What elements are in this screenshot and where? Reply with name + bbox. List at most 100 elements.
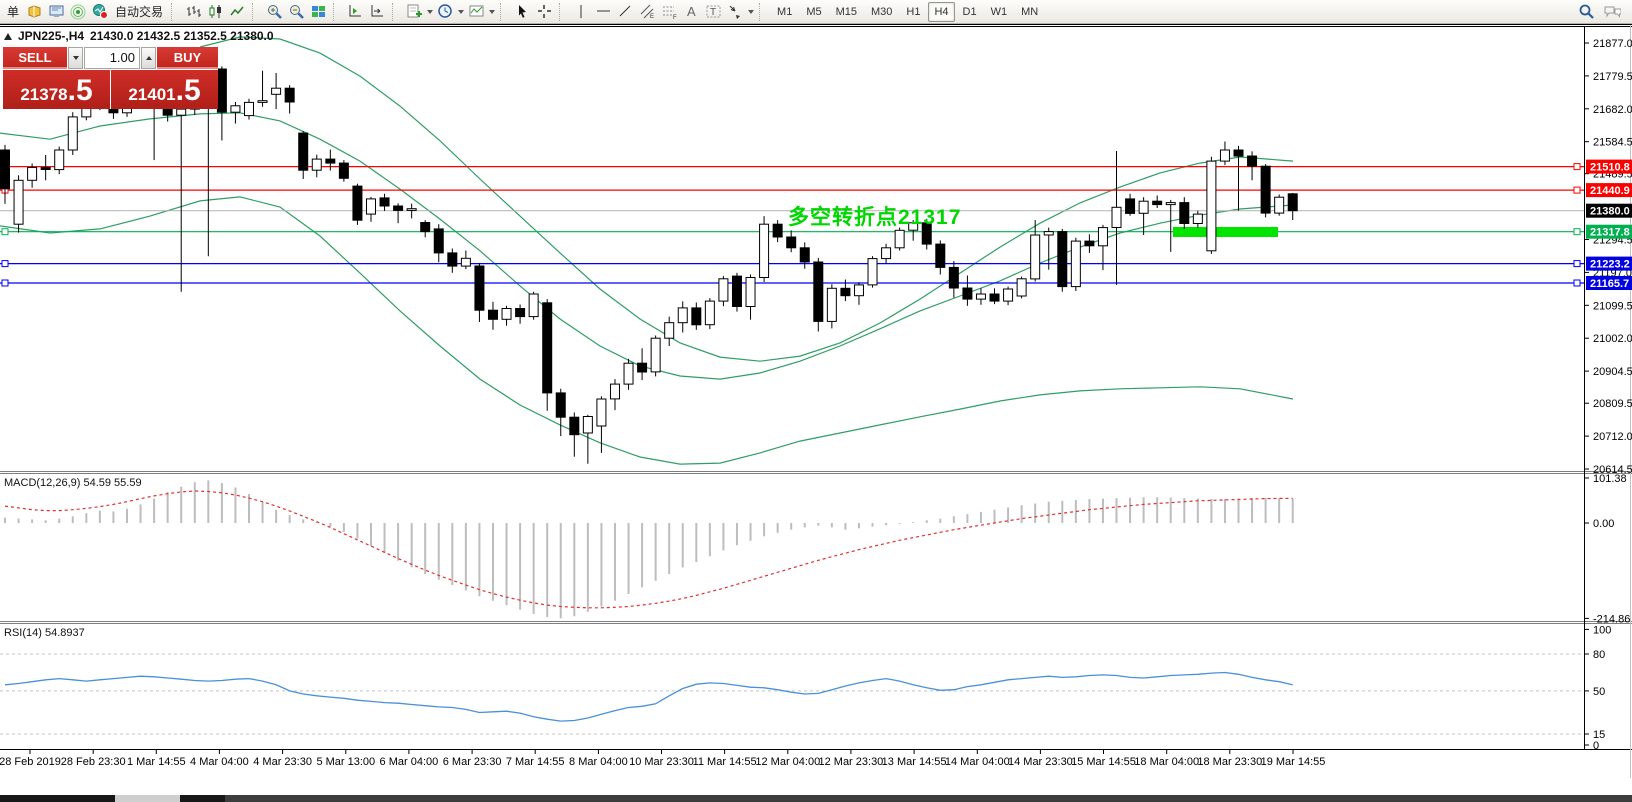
svg-text:28 Feb 23:30: 28 Feb 23:30 [61, 756, 126, 768]
toolbar-separator [171, 2, 178, 21]
tab-timeframe-m30[interactable]: M30 [871, 5, 893, 18]
chart-canvas[interactable]: 21877.021779.521682.021584.521489.521294… [0, 25, 1632, 778]
sell-button[interactable]: SELL [3, 47, 67, 69]
svg-text:21380.0: 21380.0 [1590, 206, 1630, 218]
new-chart-icon[interactable] [404, 2, 424, 22]
candlestick-chart-icon[interactable] [205, 2, 225, 22]
svg-text:15: 15 [1593, 729, 1605, 741]
line-chart-icon[interactable] [227, 2, 247, 22]
templates-dropdown-icon[interactable] [489, 9, 496, 14]
tab-timeframe-h4[interactable]: H4 [928, 1, 955, 22]
chart-symbol-period: JPN225-,H4 [18, 29, 85, 43]
new-chart-dropdown-icon[interactable] [427, 9, 434, 14]
svg-text:7 Mar 14:55: 7 Mar 14:55 [506, 756, 565, 768]
svg-text:50: 50 [1593, 686, 1605, 698]
svg-text:28 Feb 2019: 28 Feb 2019 [0, 756, 61, 768]
periods-dropdown-icon[interactable] [458, 9, 465, 14]
tab-timeframe-m15[interactable]: M15 [835, 5, 857, 18]
macd-pane [4, 480, 1294, 619]
svg-text:F: F [673, 15, 677, 20]
one-click-trading-panel: SELL 1.00 BUY 21378 .5 21401 .5 [3, 47, 218, 109]
fibonacci-retracement-icon[interactable]: F [659, 2, 679, 22]
macd-indicator-label: MACD(12,26,9) 54.59 55.59 [4, 477, 142, 489]
signal-icon[interactable] [68, 2, 88, 22]
search-icon[interactable] [1576, 2, 1596, 22]
horizontal-line-icon[interactable] [593, 2, 613, 22]
sell-price-frac: .5 [67, 74, 93, 107]
templates-icon[interactable] [466, 2, 486, 22]
one-click-collapse-icon[interactable] [4, 32, 12, 40]
tab-timeframe-m5[interactable]: M5 [806, 5, 822, 18]
buy-price-frac: .5 [175, 74, 201, 107]
svg-text:21099.5: 21099.5 [1593, 300, 1632, 312]
toolbar-separator [559, 2, 566, 21]
toolbar-separator [759, 2, 766, 21]
volume-input[interactable]: 1.00 [84, 47, 140, 69]
svg-text:5 Mar 13:00: 5 Mar 13:00 [316, 756, 375, 768]
chat-icon[interactable] [1602, 2, 1622, 22]
svg-text:80: 80 [1593, 649, 1605, 661]
equidistant-channel-icon[interactable]: E [637, 2, 657, 22]
autotrade-icon[interactable] [90, 2, 110, 22]
periods-clock-icon[interactable] [435, 2, 455, 22]
svg-text:6 Mar 04:00: 6 Mar 04:00 [380, 756, 439, 768]
svg-text:14 Mar 04:00: 14 Mar 04:00 [945, 756, 1010, 768]
tab-timeframe-d1[interactable]: D1 [962, 5, 977, 18]
buy-price[interactable]: 21401 .5 [111, 70, 218, 109]
svg-text:21002.0: 21002.0 [1593, 333, 1632, 345]
svg-text:14 Mar 23:30: 14 Mar 23:30 [1008, 756, 1073, 768]
zoom-in-icon[interactable] [264, 2, 284, 22]
crosshair-icon[interactable] [534, 2, 554, 22]
new-order-button[interactable]: 单 [7, 5, 20, 19]
auto-scroll-icon[interactable] [367, 2, 387, 22]
svg-text:10 Mar 23:30: 10 Mar 23:30 [629, 756, 694, 768]
svg-text:21584.5: 21584.5 [1593, 137, 1632, 149]
active-chart-tab-edge[interactable] [115, 795, 180, 802]
zoom-out-icon[interactable] [286, 2, 306, 22]
svg-text:21510.8: 21510.8 [1590, 162, 1630, 174]
svg-text:21440.9: 21440.9 [1590, 185, 1630, 197]
arrows-dropdown-icon[interactable] [748, 9, 755, 14]
bar-chart-icon[interactable] [183, 2, 203, 22]
svg-text:4 Mar 04:00: 4 Mar 04:00 [190, 756, 249, 768]
volume-increase-button[interactable] [141, 47, 156, 69]
tile-windows-icon[interactable] [308, 2, 328, 22]
chart-text-annotation[interactable]: 多空转折点21317 [788, 206, 962, 229]
shift-chart-end-icon[interactable] [345, 2, 365, 22]
text-icon[interactable]: A [681, 2, 701, 22]
autotrade-button[interactable]: 自动交易 [115, 5, 164, 19]
tab-timeframe-h1[interactable]: H1 [906, 5, 921, 18]
toolbar-separator [252, 2, 259, 21]
tab-timeframe-m1[interactable]: M1 [777, 5, 793, 18]
svg-text:E: E [650, 14, 654, 20]
svg-text:4 Mar 23:30: 4 Mar 23:30 [253, 756, 312, 768]
journal-book-icon[interactable] [24, 2, 44, 22]
svg-text:19 Mar 14:55: 19 Mar 14:55 [1261, 756, 1326, 768]
toolbar-separator [392, 2, 399, 21]
terminal-icon[interactable] [46, 2, 66, 22]
svg-text:18 Mar 23:30: 18 Mar 23:30 [1197, 756, 1262, 768]
buy-button[interactable]: BUY [157, 47, 218, 69]
svg-text:20712.0: 20712.0 [1593, 431, 1632, 443]
volume-decrease-button[interactable] [68, 47, 83, 69]
trendline-icon[interactable] [615, 2, 635, 22]
sell-price[interactable]: 21378 .5 [3, 70, 110, 109]
svg-text:11 Mar 14:55: 11 Mar 14:55 [693, 756, 757, 768]
tab-timeframe-mn[interactable]: MN [1021, 5, 1039, 18]
svg-text:21165.7: 21165.7 [1590, 278, 1629, 290]
arrows-icon[interactable] [725, 2, 745, 22]
rsi-pane [0, 653, 1584, 735]
vertical-line-icon[interactable] [571, 2, 591, 22]
cursor-icon[interactable] [512, 2, 532, 22]
svg-text:1 Mar 14:55: 1 Mar 14:55 [127, 756, 186, 768]
highlight-zone [1173, 227, 1278, 237]
toolbar-separator [500, 2, 507, 21]
svg-text:6 Mar 23:30: 6 Mar 23:30 [443, 756, 502, 768]
svg-text:A: A [687, 4, 696, 19]
horizontal-price-lines [0, 163, 1584, 287]
window-tab-strip[interactable] [0, 795, 1632, 802]
svg-text:0.00: 0.00 [1593, 518, 1614, 530]
svg-text:13 Mar 14:55: 13 Mar 14:55 [882, 756, 947, 768]
tab-timeframe-w1[interactable]: W1 [990, 5, 1008, 18]
text-label-icon[interactable]: T [703, 2, 723, 22]
